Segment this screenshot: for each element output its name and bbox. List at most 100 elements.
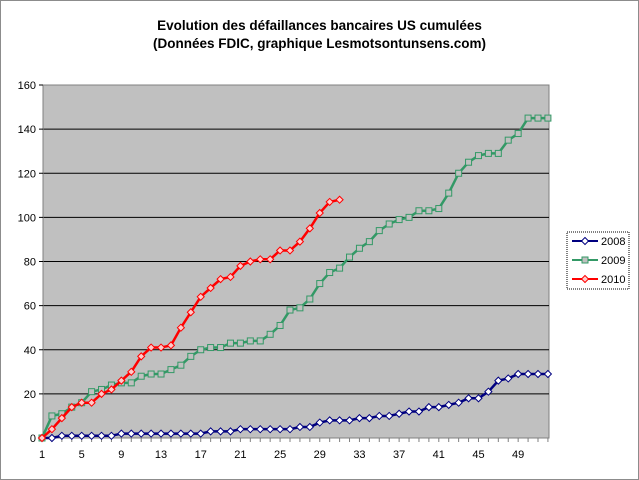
diamond-marker <box>513 369 523 379</box>
diamond-marker <box>136 429 146 438</box>
square-marker <box>326 269 334 277</box>
square-marker <box>137 372 145 380</box>
square-marker <box>494 149 502 157</box>
square-marker <box>217 344 225 352</box>
x-tick-label: 41 <box>433 449 445 461</box>
diamond-marker <box>47 424 57 434</box>
square-marker <box>207 344 215 352</box>
legend-item-2009: 2009 <box>572 255 625 267</box>
square-marker <box>514 130 522 138</box>
diamond-marker <box>454 398 463 407</box>
x-tick-label: 5 <box>79 449 85 461</box>
square-marker <box>246 337 254 345</box>
diamond-marker <box>335 416 344 425</box>
diamond-marker <box>285 246 295 255</box>
y-tick-label: 80 <box>24 257 36 269</box>
x-tick-label: 13 <box>155 449 167 461</box>
square-marker <box>355 244 363 252</box>
diamond-marker <box>77 431 86 441</box>
diamond-marker <box>156 343 166 352</box>
diamond-marker <box>186 429 196 438</box>
diamond-marker <box>226 272 235 282</box>
legend-item-2008: 2008 <box>572 236 625 248</box>
square-marker <box>534 114 542 122</box>
square-marker <box>187 352 195 360</box>
square-marker <box>48 412 56 420</box>
diamond-marker <box>543 369 553 379</box>
x-tick-label: 25 <box>274 449 286 461</box>
diamond-marker <box>424 402 434 412</box>
square-marker <box>306 295 314 303</box>
square-marker <box>455 169 463 177</box>
diamond-marker <box>355 413 364 423</box>
square-marker <box>177 361 185 369</box>
square-marker <box>581 256 589 264</box>
square-marker <box>415 207 423 215</box>
series-line <box>42 372 548 440</box>
diamond-marker <box>246 424 255 434</box>
square-marker <box>316 280 324 288</box>
square-marker <box>296 304 304 312</box>
diamond-marker <box>256 424 265 434</box>
legend-item-2010: 2010 <box>572 274 625 286</box>
diamond-marker <box>176 323 186 332</box>
diamond-marker <box>265 424 275 434</box>
chart-subtitle: (Données FDIC, graphique Lesmotsontunsen… <box>152 36 487 51</box>
square-marker <box>88 388 96 396</box>
series-2010 <box>37 195 344 443</box>
x-tick-label: 37 <box>393 449 405 461</box>
square-marker <box>236 339 244 347</box>
diamond-marker <box>404 407 414 416</box>
square-marker <box>127 379 135 387</box>
diamond-marker <box>196 429 205 438</box>
diamond-marker <box>216 427 225 436</box>
diamond-marker <box>444 400 453 410</box>
diamond-marker <box>136 352 146 361</box>
square-marker <box>276 321 284 329</box>
square-marker <box>405 213 413 221</box>
chart-title: Evolution des défaillances bancaires US … <box>157 18 482 33</box>
diamond-marker <box>87 398 96 407</box>
x-tick-label: 17 <box>195 449 207 461</box>
diamond-marker <box>127 367 136 377</box>
square-marker <box>256 337 264 345</box>
square-marker <box>435 205 443 213</box>
square-marker <box>197 346 205 354</box>
square-marker <box>226 339 234 347</box>
diamond-marker <box>117 429 126 438</box>
diamond-marker <box>523 369 533 379</box>
x-axis: 1 5 9 13 17 21 25 29 33 37 41 45 49 <box>39 437 549 461</box>
diamond-marker <box>236 261 245 271</box>
diamond-marker <box>87 431 96 441</box>
square-marker <box>365 238 373 246</box>
y-tick-label: 60 <box>24 301 36 313</box>
square-marker <box>484 149 492 157</box>
square-marker <box>266 330 274 338</box>
diamond-marker <box>127 429 136 438</box>
diamond-marker <box>186 308 196 317</box>
legend-label: 2010 <box>601 274 625 286</box>
diamond-marker <box>216 274 225 284</box>
diamond-marker <box>246 257 255 266</box>
square-marker <box>375 227 383 235</box>
diamond-marker <box>375 411 384 421</box>
diamond-marker <box>580 274 590 284</box>
diamond-marker <box>196 292 205 302</box>
chart-title-block: Evolution des défaillances bancaires US … <box>0 17 639 53</box>
diamond-marker <box>166 429 176 438</box>
diamond-marker <box>275 424 285 434</box>
diamond-marker <box>265 255 275 264</box>
diamond-marker <box>107 431 116 441</box>
diamond-marker <box>97 389 106 399</box>
series-2009 <box>38 114 552 442</box>
diamond-marker <box>57 413 67 423</box>
y-tick-label: 100 <box>18 212 36 224</box>
diamond-marker <box>236 424 245 434</box>
diamond-marker <box>384 411 394 421</box>
diamond-marker <box>580 236 590 246</box>
square-marker <box>157 370 165 378</box>
y-tick-label: 20 <box>24 389 36 401</box>
square-marker <box>524 114 532 122</box>
diamond-marker <box>285 424 295 434</box>
diamond-marker <box>97 431 106 441</box>
